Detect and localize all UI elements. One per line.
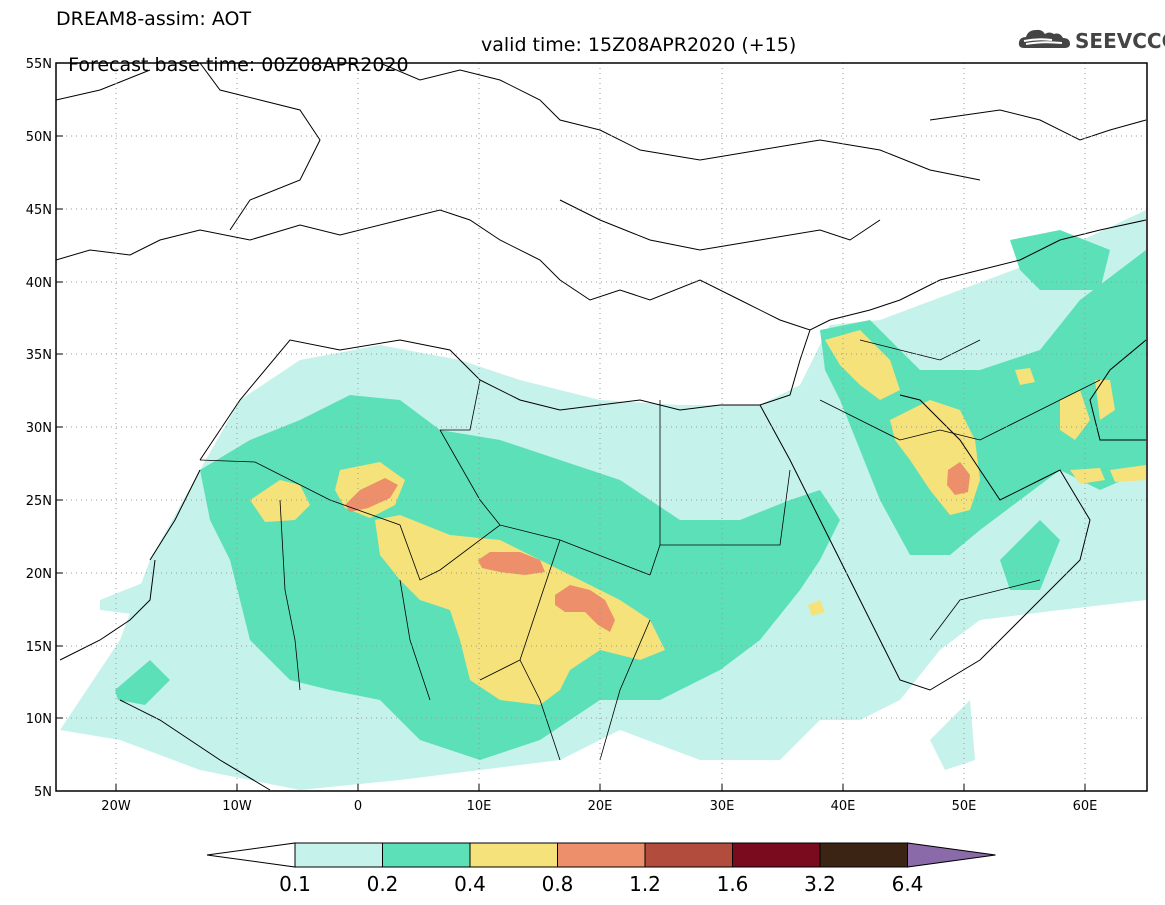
lat-label: 45N xyxy=(26,203,52,218)
aot-field xyxy=(60,210,1146,790)
lon-label: 0 xyxy=(354,799,362,814)
lon-labels: 20W 10W 0 10E 20E 30E 40E 50E 60E xyxy=(101,799,1097,814)
colorbar-level-label: 6.4 xyxy=(891,872,924,896)
colorbar xyxy=(206,842,996,868)
lat-label: 50N xyxy=(26,130,52,145)
map-title: DREAM8-assim: AOT xyxy=(56,8,252,30)
cloud-icon xyxy=(1018,29,1070,48)
coastlines xyxy=(56,63,1147,791)
lat-label: 10N xyxy=(26,712,52,727)
lat-label: 5N xyxy=(34,785,52,800)
lon-label: 40E xyxy=(831,799,856,814)
colorbar-swatch xyxy=(732,842,821,868)
colorbar-under-triangle xyxy=(206,842,296,868)
seevccc-logo: SEEVCCC xyxy=(1018,26,1165,53)
lat-label: 15N xyxy=(26,640,52,655)
axis-ticks xyxy=(56,62,1086,792)
lon-label: 20W xyxy=(101,799,131,814)
colorbar-level-label: 1.2 xyxy=(629,872,661,896)
lon-label: 30E xyxy=(710,799,735,814)
lat-label: 40N xyxy=(26,276,52,291)
aot-level-0-4 xyxy=(250,330,1146,705)
colorbar-over-triangle xyxy=(907,842,996,868)
country-borders xyxy=(199,339,1101,761)
logo-text: SEEVCCC xyxy=(1075,29,1165,53)
colorbar-level-label: 1.6 xyxy=(716,872,749,896)
colorbar-level-label: 0.2 xyxy=(366,872,399,896)
colorbar-level-label: 0.4 xyxy=(454,872,486,896)
colorbar-swatch xyxy=(294,842,383,868)
colorbar-level-label: 0.8 xyxy=(541,872,574,896)
colorbar-swatch xyxy=(469,842,558,868)
base-time: Forecast base time: 00Z08APR2020 xyxy=(68,54,409,76)
colorbar-level-label: 0.1 xyxy=(279,872,311,896)
lon-label: 50E xyxy=(952,799,977,814)
lat-label: 20N xyxy=(26,567,52,582)
lon-label: 60E xyxy=(1073,799,1098,814)
colorbar-level-label: 3.2 xyxy=(804,872,836,896)
forecast-times: Forecast base time: 00Z08APR2020 valid t… xyxy=(56,35,796,95)
lat-labels: 55N 50N 45N 40N 35N 30N 25N 20N 15N 10N … xyxy=(26,57,52,800)
colorbar-swatch xyxy=(382,842,471,868)
lat-label: 35N xyxy=(26,348,52,363)
lat-label: 25N xyxy=(26,494,52,509)
lat-label: 30N xyxy=(26,421,52,436)
colorbar-swatch xyxy=(644,842,733,868)
graticule xyxy=(56,63,1147,791)
lon-label: 10E xyxy=(467,799,492,814)
lon-label: 20E xyxy=(588,799,613,814)
aot-level-0-8 xyxy=(345,462,970,632)
lon-label: 10W xyxy=(222,799,252,814)
colorbar-swatch xyxy=(819,842,908,868)
colorbar-swatch xyxy=(557,842,646,868)
valid-time: valid time: 15Z08APR2020 (+15) xyxy=(481,34,797,56)
lat-label: 55N xyxy=(26,57,52,72)
